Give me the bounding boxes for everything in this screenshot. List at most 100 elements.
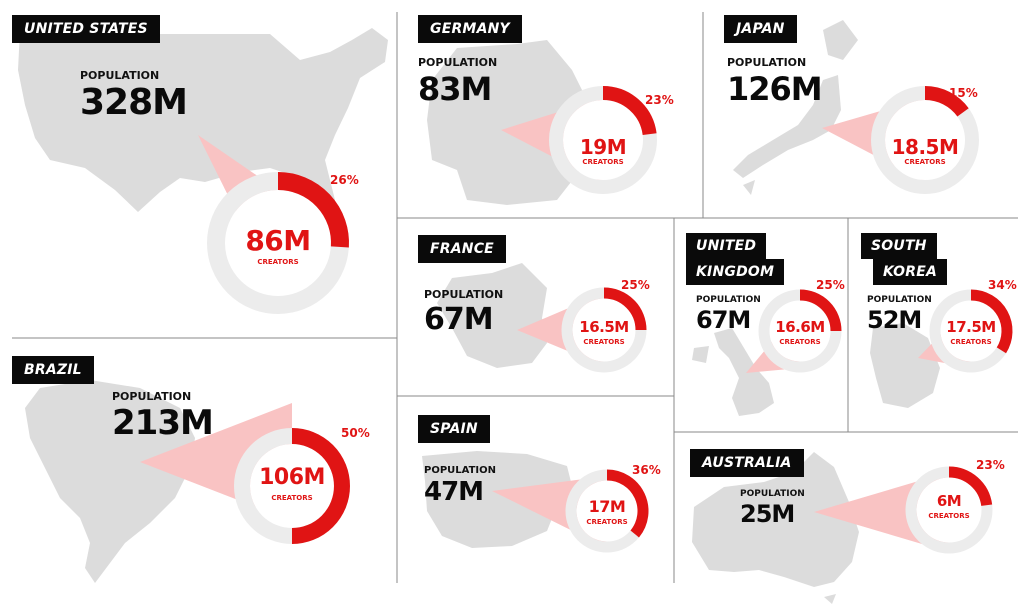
creators-donut <box>871 86 979 194</box>
country-name: BRAZIL <box>24 362 82 378</box>
country-tag: AUSTRALIA <box>690 449 804 477</box>
creators-donut <box>234 428 350 544</box>
donut-center <box>940 300 1002 362</box>
country-shape <box>733 20 858 195</box>
creators-share-arc <box>970 289 1013 354</box>
donut-center <box>225 190 331 296</box>
creators-label: CREATORS <box>271 494 313 502</box>
population-label: POPULATION <box>424 288 504 301</box>
population-value: 213M <box>112 403 214 443</box>
share-percent: 23% <box>976 458 1005 472</box>
population-value: 67M <box>696 306 751 334</box>
share-percent: 23% <box>645 93 674 107</box>
creators-share-arc <box>602 86 657 136</box>
population-label: POPULATION <box>727 56 807 69</box>
country-shape <box>692 328 774 416</box>
population-value: 328M <box>80 82 188 123</box>
creators-value: 106M <box>259 465 325 490</box>
population-value: 47M <box>424 477 484 507</box>
creators-donut <box>207 172 349 314</box>
creators-share-arc <box>603 287 647 331</box>
creators-label: CREATORS <box>928 512 970 520</box>
country-shape <box>692 452 859 604</box>
country-name: FRANCE <box>430 241 494 257</box>
panel-south-korea: SOUTH KOREA POPULATION 52M 17.5M CREATOR… <box>848 218 1018 432</box>
country-tag: BRAZIL <box>12 356 94 384</box>
panel-germany: GERMANY POPULATION 83M 19M CREATORS 23% <box>397 0 703 218</box>
panel-brazil: BRAZIL POPULATION 213M 106M CREATORS 50% <box>0 338 397 605</box>
population-value: 25M <box>740 500 795 528</box>
country-tag: UNITED STATES <box>12 15 160 43</box>
creators-label: CREATORS <box>904 158 946 166</box>
creators-label: CREATORS <box>583 338 625 346</box>
panel-japan: JAPAN POPULATION 126M 18.5M CREATORS 15% <box>703 0 1024 218</box>
donut-center <box>250 444 334 528</box>
panel-australia: AUSTRALIA POPULATION 25M 6M CREATORS 23% <box>674 432 1024 605</box>
country-name-line: UNITED <box>686 233 767 259</box>
creators-donut <box>905 466 993 554</box>
country-shape <box>18 28 388 212</box>
country-shape <box>422 451 572 548</box>
population-label: POPULATION <box>740 489 805 499</box>
creators-share-arc <box>799 289 842 332</box>
share-percent: 15% <box>949 86 978 100</box>
country-name: JAPAN <box>736 21 785 37</box>
creators-value: 16.5M <box>579 318 629 336</box>
creators-donut <box>561 287 647 373</box>
population-label: POPULATION <box>696 295 761 305</box>
donut-center <box>572 298 636 362</box>
country-shape <box>427 40 587 205</box>
country-tag: FRANCE <box>418 235 506 263</box>
population-label: POPULATION <box>424 465 497 476</box>
creators-value: 86M <box>245 224 311 257</box>
share-percent: 36% <box>632 463 661 477</box>
panel-united-states: UNITED STATES POPULATION 328M 86M CREATO… <box>0 0 397 338</box>
creators-label: CREATORS <box>950 338 992 346</box>
country-name: GERMANY <box>430 21 510 37</box>
creators-value: 18.5M <box>891 135 959 159</box>
country-name: SPAIN <box>430 421 478 437</box>
country-name-line: SOUTH <box>861 233 937 259</box>
panel-spain: SPAIN POPULATION 47M 17M CREATORS 36% <box>397 396 674 583</box>
country-name-line: KOREA <box>873 259 948 285</box>
creators-share-arc <box>948 466 993 507</box>
creators-share-arc <box>291 428 350 544</box>
population-value: 52M <box>867 306 922 334</box>
share-percent: 26% <box>330 173 359 187</box>
panel-france: FRANCE POPULATION 67M 16.5M CREATORS 25% <box>397 218 674 396</box>
country-tag: UNITED KINGDOM <box>686 233 785 285</box>
population-label: POPULATION <box>80 69 160 82</box>
population-label: POPULATION <box>418 56 498 69</box>
donut-center <box>563 100 643 180</box>
population-label: POPULATION <box>867 295 932 305</box>
creators-label: CREATORS <box>779 338 821 346</box>
creators-share-arc <box>606 469 649 538</box>
country-shape <box>437 263 547 368</box>
donut-center <box>885 100 965 180</box>
country-tag: JAPAN <box>724 15 797 43</box>
population-label: POPULATION <box>112 390 192 403</box>
share-percent: 25% <box>621 278 650 292</box>
creators-donut <box>758 289 842 373</box>
donut-center <box>769 300 831 362</box>
donut-center <box>916 477 982 543</box>
country-name: AUSTRALIA <box>702 455 792 471</box>
country-name: UNITED STATES <box>24 21 148 37</box>
share-percent: 50% <box>341 426 370 440</box>
country-shape <box>870 323 940 408</box>
creators-value: 19M <box>579 135 627 159</box>
creators-label: CREATORS <box>582 158 624 166</box>
share-percent: 34% <box>988 278 1017 292</box>
country-shape <box>25 380 195 583</box>
population-value: 83M <box>418 70 492 108</box>
donut-center <box>576 480 638 542</box>
creators-value: 17.5M <box>946 318 996 336</box>
creators-value: 6M <box>936 492 962 510</box>
creators-value: 16.6M <box>775 318 825 336</box>
population-value: 67M <box>424 302 494 337</box>
creators-share-arc <box>924 86 969 117</box>
population-value: 126M <box>727 70 823 108</box>
panel-united-kingdom: UNITED KINGDOM POPULATION 67M 16.6M CREA… <box>674 218 848 432</box>
share-percent: 25% <box>816 278 845 292</box>
